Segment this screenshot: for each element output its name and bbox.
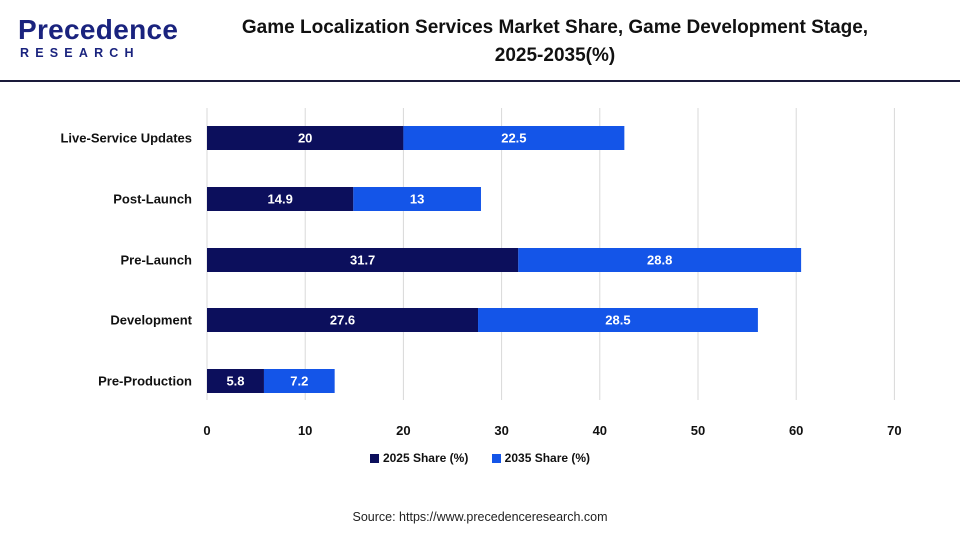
data-label: 5.8	[226, 374, 244, 389]
x-tick-label-10: 10	[298, 423, 312, 438]
legend-item-2035: 2035 Share (%)	[491, 451, 591, 465]
legend-label-2025: 2025 Share (%)	[382, 451, 469, 465]
chart-title-line-2: 2025-2035(%)	[494, 45, 616, 66]
chart-title: Game Localization Services Market Share,…	[190, 14, 920, 70]
bar-2025	[207, 248, 519, 272]
x-tick-label-30: 30	[494, 423, 508, 438]
bar-2035	[478, 308, 758, 332]
legend-item-2025: 2025 Share (%)	[369, 451, 469, 465]
x-tick-label-70: 70	[887, 423, 901, 438]
data-label: 14.9	[268, 192, 293, 207]
category-label: Pre-Launch	[120, 253, 192, 268]
source-note: Source: https://www.precedenceresearch.c…	[352, 510, 608, 524]
data-label: 7.2	[290, 374, 308, 389]
category-label: Live-Service Updates	[60, 131, 192, 146]
bar-2025	[207, 369, 264, 393]
x-tick-label-60: 60	[789, 423, 803, 438]
data-label: 22.5	[501, 131, 526, 146]
data-label: 31.7	[350, 253, 375, 268]
bar-2025	[207, 308, 479, 332]
bar-2035	[403, 126, 625, 150]
bar-2025	[207, 187, 354, 211]
logo-wordmark: Precedence	[18, 14, 179, 45]
header-divider	[0, 80, 960, 82]
chart-title-line-1: Game Localization Services Market Share,…	[241, 17, 869, 38]
x-tick-label-40: 40	[593, 423, 607, 438]
bar-chart: 0 10 20 30 40 50 60 70 Live-Service Updates 20 22.…	[60, 108, 902, 438]
data-label: 28.8	[647, 253, 672, 268]
category-label: Pre-Production	[98, 374, 192, 389]
data-label: 27.6	[330, 313, 355, 328]
category-label: Development	[110, 313, 192, 328]
precedence-research-logo: Precedence RESEARCH	[18, 14, 178, 64]
data-label: 13	[410, 192, 424, 207]
category-label: Post-Launch	[113, 192, 192, 207]
bar-2035	[263, 369, 335, 393]
legend: 2025 Share (%) 2035 Share (%)	[0, 451, 960, 466]
x-tick-label-20: 20	[396, 423, 410, 438]
x-tick-label-0: 0	[203, 423, 210, 438]
legend-swatch-2025	[369, 453, 379, 463]
header: Precedence RESEARCH Game Localization Se…	[0, 0, 960, 80]
legend-label-2035: 2035 Share (%)	[504, 451, 591, 465]
logo-subtitle: RESEARCH	[20, 46, 140, 60]
bar-2035	[353, 187, 481, 211]
data-label: 28.5	[605, 313, 630, 328]
x-tick-label-50: 50	[691, 423, 705, 438]
bar-2035	[518, 248, 802, 272]
legend-swatch-2035	[491, 453, 501, 463]
bar-2025	[207, 126, 404, 150]
data-label: 20	[298, 131, 312, 146]
